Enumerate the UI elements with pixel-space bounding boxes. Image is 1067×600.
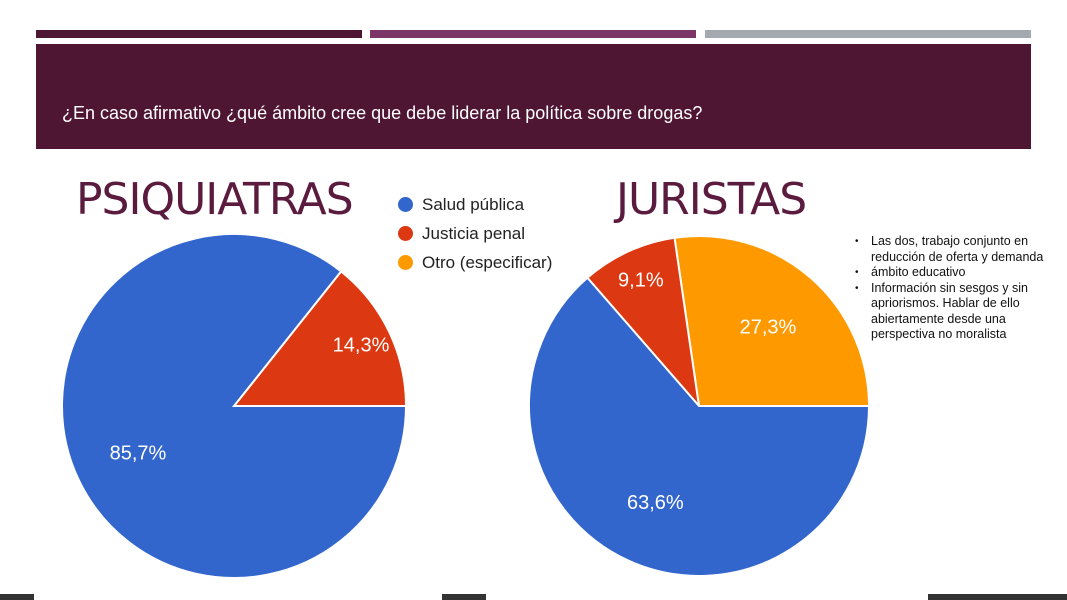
- bottom-mark-left: [0, 594, 34, 600]
- psiquiatras-slice-0: [61, 233, 408, 579]
- note-item: Información sin sesgos y sin apriorismos…: [855, 281, 1055, 343]
- note-item: Las dos, trabajo conjunto en reducción d…: [855, 234, 1055, 265]
- legend-dot-salud: [398, 197, 413, 212]
- question-header: ¿En caso afirmativo ¿qué ámbito cree que…: [36, 44, 1031, 149]
- legend-dot-justicia: [398, 226, 413, 241]
- bottom-mark-right: [928, 594, 1067, 600]
- juristas-label-1: 9,1%: [618, 269, 664, 291]
- legend-dot-otro: [398, 255, 413, 270]
- juristas-slice-1: [585, 236, 701, 410]
- legend-item-justicia: Justicia penal: [398, 219, 552, 248]
- juristas-slice-0: [528, 276, 871, 577]
- legend-label-justicia: Justicia penal: [422, 223, 526, 243]
- psiquiatras-title: PSIQUIATRAS: [76, 174, 354, 225]
- legend: Salud pública Justicia penal Otro (espec…: [398, 190, 552, 277]
- juristas-label-0: 63,6%: [627, 492, 684, 514]
- accent-bar-1: [36, 30, 362, 38]
- psiquiatras-slice-1: [231, 270, 408, 407]
- juristas-title: JURISTAS: [616, 174, 807, 225]
- accent-bar-3: [705, 30, 1031, 38]
- legend-label-salud: Salud pública: [422, 194, 525, 214]
- bottom-mark-center: [442, 594, 486, 600]
- psiquiatras-label-0: 85,7%: [110, 442, 167, 464]
- legend-item-otro: Otro (especificar): [398, 248, 552, 277]
- juristas-notes: Las dos, trabajo conjunto en reducción d…: [855, 234, 1055, 343]
- psiquiatras-label-1: 14,3%: [333, 335, 390, 357]
- juristas-label-2: 27,3%: [740, 316, 797, 338]
- question-text: ¿En caso afirmativo ¿qué ámbito cree que…: [62, 103, 703, 123]
- legend-item-salud: Salud pública: [398, 190, 552, 219]
- juristas-slice-2: [673, 235, 871, 407]
- legend-label-otro: Otro (especificar): [422, 252, 553, 272]
- note-item: ámbito educativo: [855, 265, 1055, 281]
- accent-bar-2: [370, 30, 696, 38]
